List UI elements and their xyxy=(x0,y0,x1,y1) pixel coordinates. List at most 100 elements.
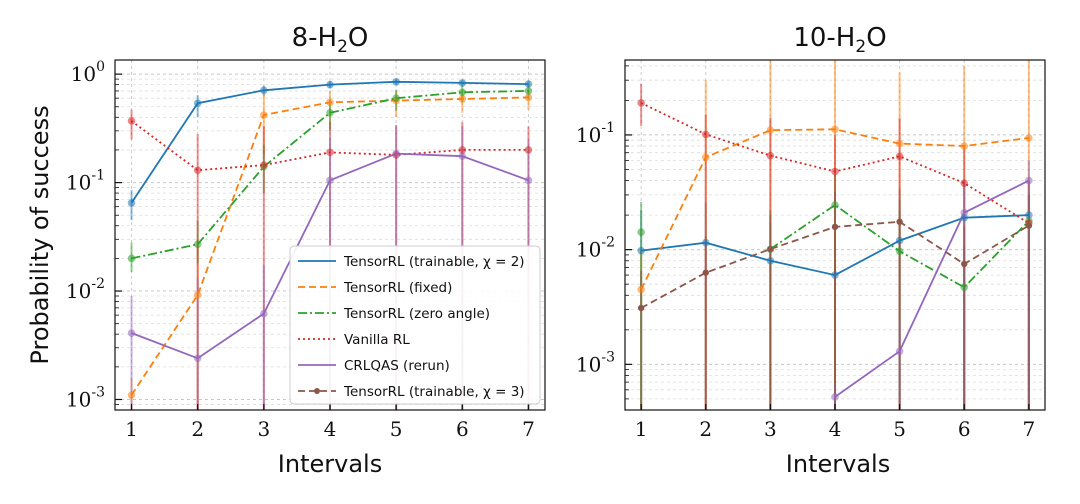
data-point-tensorrl_trainable_chi2 xyxy=(895,236,904,245)
data-point-tensorrl_fixed xyxy=(701,153,710,161)
y-axis-label: Probability of success xyxy=(26,105,54,364)
data-point-tensorrl_trainable_chi2 xyxy=(260,86,268,95)
data-point-vanilla_rl xyxy=(524,146,533,154)
x-tick-label: 1 xyxy=(635,417,648,441)
y-tick-label: 10-1 xyxy=(66,168,105,195)
x-tick-label: 5 xyxy=(390,417,403,441)
data-point-crlqas_rerun xyxy=(960,208,969,217)
data-point-tensorrl_trainable_chi2 xyxy=(637,246,645,255)
x-tick-label: 2 xyxy=(699,417,712,441)
x-axis-label: Intervals xyxy=(786,450,890,478)
data-point-tensorrl_trainable_chi2 xyxy=(701,238,710,247)
legend-marker-tensorrl_trainable_chi3 xyxy=(314,388,320,394)
x-tick-label: 3 xyxy=(764,417,777,441)
data-point-crlqas_rerun xyxy=(458,152,467,161)
data-point-vanilla_rl xyxy=(260,161,268,169)
data-point-tensorrl_trainable_chi2 xyxy=(193,99,202,107)
x-tick-label: 5 xyxy=(893,417,906,441)
legend-label-tensorrl_trainable_chi3: TensorRL (trainable, χ = 3) xyxy=(343,384,525,400)
data-point-crlqas_rerun xyxy=(260,309,268,318)
y-tick-label: 10-3 xyxy=(66,384,105,411)
data-point-vanilla_rl xyxy=(831,167,839,176)
y-tick-label: 10-3 xyxy=(576,349,615,376)
data-point-tensorrl_trainable_chi3 xyxy=(831,223,839,231)
data-point-tensorrl_trainable_chi3 xyxy=(637,304,645,312)
data-point-vanilla_rl xyxy=(193,166,202,175)
data-point-crlqas_rerun xyxy=(392,149,400,158)
legend-label-tensorrl_fixed: TensorRL (fixed) xyxy=(343,280,452,296)
data-point-vanilla_rl xyxy=(895,152,904,161)
data-point-tensorrl_zero_angle xyxy=(895,247,904,255)
data-point-tensorrl_zero_angle xyxy=(127,254,136,263)
data-point-crlqas_rerun xyxy=(831,393,839,401)
legend: TensorRL (trainable, χ = 2) TensorRL (fix… xyxy=(289,245,541,405)
data-point-tensorrl_zero_angle xyxy=(458,88,467,97)
data-point-tensorrl_trainable_chi2 xyxy=(458,79,467,87)
data-point-tensorrl_fixed xyxy=(895,139,904,148)
legend-box xyxy=(289,245,541,405)
data-point-vanilla_rl xyxy=(766,151,775,160)
y-tick-label: 100 xyxy=(71,59,105,86)
data-point-tensorrl_fixed xyxy=(260,111,268,119)
data-point-vanilla_rl xyxy=(960,179,969,187)
data-point-tensorrl_zero_angle xyxy=(637,228,645,236)
data-point-vanilla_rl xyxy=(637,99,645,107)
x-tick-label: 4 xyxy=(324,417,337,441)
panel-10-h2o: 10-H2O 10-3 10-2 10-1 1 2 3 4 5 6 7 Intervals xyxy=(576,23,1046,478)
x-tick-label: 2 xyxy=(191,417,204,441)
x-tick-label: 6 xyxy=(958,417,971,441)
data-point-crlqas_rerun xyxy=(193,354,202,363)
x-tick-label: 6 xyxy=(456,417,469,441)
data-point-tensorrl_trainable_chi3 xyxy=(961,260,968,268)
data-point-tensorrl_zero_angle xyxy=(960,283,969,292)
data-point-tensorrl_zero_angle xyxy=(326,109,334,117)
y-tick-label: 10-2 xyxy=(576,235,615,262)
data-point-tensorrl_zero_angle xyxy=(831,201,839,209)
data-point-tensorrl_trainable_chi2 xyxy=(831,271,839,279)
data-point-tensorrl_trainable_chi3 xyxy=(1025,222,1033,229)
data-point-tensorrl_fixed xyxy=(1025,134,1033,142)
data-point-vanilla_rl xyxy=(458,146,467,154)
data-point-tensorrl_fixed xyxy=(458,95,467,103)
data-point-tensorrl_fixed xyxy=(831,125,839,134)
data-point-tensorrl_fixed xyxy=(524,93,533,102)
data-point-tensorrl_trainable_chi2 xyxy=(392,77,400,86)
panel-title-10-h2o: 10-H2O xyxy=(793,23,886,57)
legend-label-crlqas_rerun: CRLQAS (rerun) xyxy=(344,358,450,374)
y-tick-label: 10-2 xyxy=(66,276,105,303)
data-point-tensorrl_fixed xyxy=(637,285,645,294)
data-point-tensorrl_trainable_chi2 xyxy=(326,80,334,89)
x-tick-label: 7 xyxy=(522,417,535,441)
data-point-tensorrl_trainable_chi2 xyxy=(1025,211,1033,219)
legend-label-tensorrl_trainable_chi2: TensorRL (trainable, χ = 2) xyxy=(343,254,525,270)
data-point-crlqas_rerun xyxy=(326,176,334,185)
data-point-vanilla_rl xyxy=(127,117,136,125)
data-point-crlqas_rerun xyxy=(127,329,136,337)
panel-title-8-h2o: 8-H2O xyxy=(292,23,369,57)
data-point-crlqas_rerun xyxy=(524,176,533,185)
legend-label-tensorrl_zero_angle: TensorRL (zero angle) xyxy=(343,306,490,322)
data-point-tensorrl_zero_angle xyxy=(193,240,202,249)
data-point-tensorrl_fixed xyxy=(193,291,202,299)
x-tick-label: 4 xyxy=(829,417,842,441)
x-axis-label: Intervals xyxy=(278,450,382,478)
data-point-tensorrl_zero_angle xyxy=(524,87,533,95)
data-point-crlqas_rerun xyxy=(1025,176,1033,185)
data-point-tensorrl_trainable_chi3 xyxy=(767,245,774,253)
data-point-tensorrl_fixed xyxy=(960,142,969,150)
x-tick-label: 1 xyxy=(125,417,138,441)
data-point-vanilla_rl xyxy=(701,130,710,139)
x-tick-label: 7 xyxy=(1022,417,1035,441)
legend-label-vanilla_rl: Vanilla RL xyxy=(344,332,410,348)
data-point-vanilla_rl xyxy=(326,148,334,157)
data-point-tensorrl_zero_angle xyxy=(392,94,400,102)
x-tick-label: 3 xyxy=(257,417,270,441)
data-point-tensorrl_trainable_chi3 xyxy=(896,218,903,225)
series-line-crlqas_rerun xyxy=(834,179,1030,398)
data-point-tensorrl_fixed xyxy=(326,98,334,107)
data-point-tensorrl_trainable_chi2 xyxy=(127,199,136,207)
data-point-crlqas_rerun xyxy=(895,347,904,356)
data-point-tensorrl_fixed xyxy=(127,391,136,399)
